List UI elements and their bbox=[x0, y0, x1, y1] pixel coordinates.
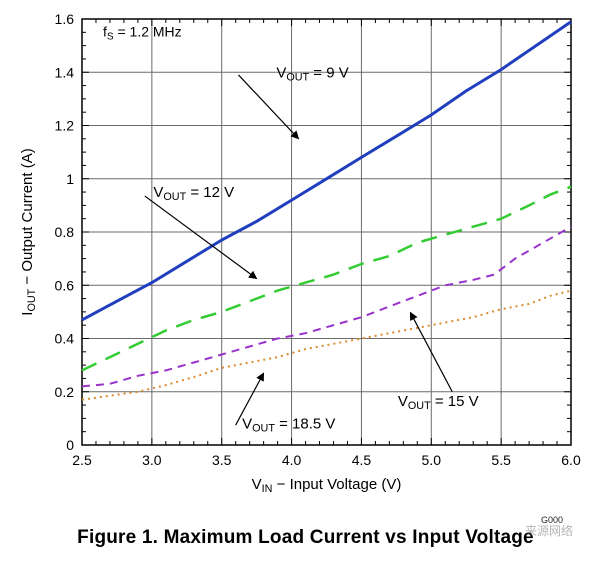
graph-number: G000 bbox=[0, 515, 563, 525]
x-tick-label: 6.0 bbox=[561, 452, 581, 468]
y-tick-label: 1.4 bbox=[55, 64, 75, 80]
note-fs: fS = 1.2 MHz bbox=[103, 23, 182, 42]
chart-container: 2.5 3.0 3.5 4.0 4.5 5.0 5.5 6.0 0 0.2 0.4 0.6 0.8 1 1.… bbox=[10, 5, 601, 505]
x-tick-label: 3.0 bbox=[142, 452, 162, 468]
x-tick-label: 2.5 bbox=[72, 452, 92, 468]
series-vout-15v bbox=[82, 227, 571, 387]
x-tick-label: 5.0 bbox=[422, 452, 442, 468]
x-tick-label: 4.5 bbox=[352, 452, 372, 468]
y-tick-label: 0 bbox=[66, 437, 74, 453]
label-vout-18v5: VOUT = 18.5 V bbox=[242, 416, 335, 435]
arrow-vout-12v bbox=[145, 196, 257, 279]
x-tick-label: 4.0 bbox=[282, 452, 302, 468]
figure-caption: Figure 1. Maximum Load Current vs Input … bbox=[0, 527, 611, 549]
y-tick-label: 1.2 bbox=[55, 118, 75, 134]
label-vout-9v: VOUT = 9 V bbox=[276, 64, 348, 83]
y-tick-label: 1.6 bbox=[55, 11, 75, 27]
series-vout-18v5 bbox=[82, 291, 571, 400]
y-tick-label: 0.4 bbox=[55, 331, 75, 347]
caption-row: G000 Figure 1. Maximum Load Current vs I… bbox=[0, 515, 611, 549]
y-tick-label: 1 bbox=[66, 171, 74, 187]
y-tick-label: 0.8 bbox=[55, 224, 75, 240]
arrow-vout-9v bbox=[238, 75, 298, 139]
label-vout-12v: VOUT = 12 V bbox=[153, 184, 234, 203]
chart-svg: 2.5 3.0 3.5 4.0 4.5 5.0 5.5 6.0 0 0.2 0.4 0.6 0.8 1 1.… bbox=[10, 5, 601, 505]
x-tick-label: 5.5 bbox=[491, 452, 511, 468]
series-vout-12v bbox=[82, 187, 571, 371]
y-tick-label: 0.6 bbox=[55, 277, 75, 293]
y-axis-label: IOUT − Output Current (A) bbox=[19, 148, 38, 315]
x-axis-label: VIN − Input Voltage (V) bbox=[252, 476, 402, 495]
y-tick-label: 0.2 bbox=[55, 384, 75, 400]
label-vout-15v: VOUT = 15 V bbox=[398, 393, 479, 412]
x-tick-label: 3.5 bbox=[212, 452, 232, 468]
